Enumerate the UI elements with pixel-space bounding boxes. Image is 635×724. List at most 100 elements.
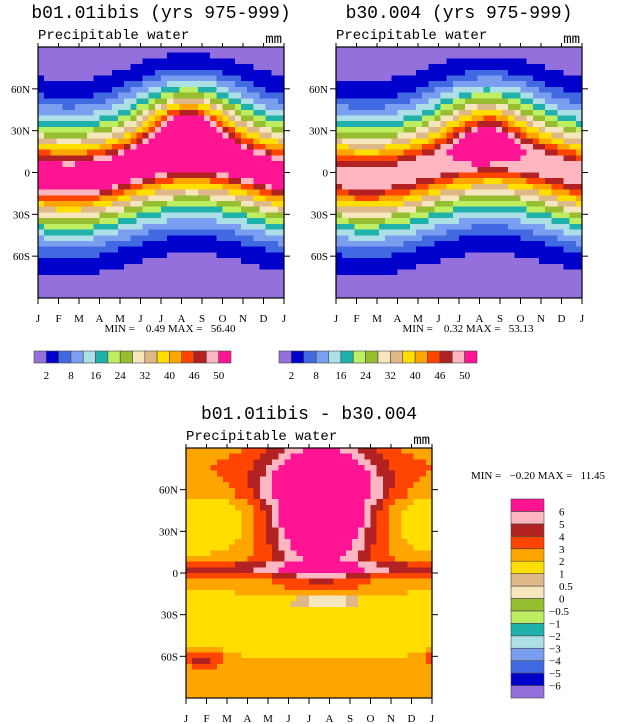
contour-cell (204, 470, 211, 477)
contour-cell (56, 286, 63, 293)
contour-cell (142, 178, 150, 185)
contour-cell (354, 258, 361, 265)
contour-cell (321, 675, 328, 682)
contour-cell (551, 286, 558, 293)
contour-cell (62, 109, 70, 116)
contour-cell (440, 104, 448, 111)
contour-cell (339, 618, 347, 625)
contour-cell (222, 132, 230, 139)
contour-cell (277, 240, 285, 248)
contour-cell (191, 201, 199, 208)
contour-cell (136, 263, 143, 270)
contour-cell (247, 578, 255, 585)
contour-cell (446, 218, 454, 225)
contour-cell (563, 201, 571, 208)
contour-cell (197, 183, 205, 191)
contour-cell (259, 263, 266, 270)
contour-cell (526, 155, 534, 162)
contour-cell (111, 218, 119, 225)
contour-cell (240, 58, 248, 65)
contour-cell (161, 75, 168, 82)
contour-cell (148, 229, 156, 236)
contour-cell (38, 86, 45, 94)
contour-cell (253, 189, 260, 196)
contour-cell (222, 601, 230, 608)
contour-cell (265, 235, 273, 242)
contour-cell (124, 218, 131, 225)
contour-cell (81, 143, 88, 151)
contour-cell (538, 132, 546, 139)
colorbar-box (365, 350, 379, 364)
contour-cell (575, 121, 583, 128)
contour-cell (545, 246, 552, 253)
contour-cell (440, 280, 448, 287)
contour-cell (136, 195, 143, 202)
contour-cell (235, 584, 242, 591)
contour-cell (235, 590, 242, 597)
contour-cell (272, 550, 279, 557)
contour-cell (197, 292, 205, 299)
contour-cell (520, 172, 528, 179)
contour-cell (538, 81, 546, 88)
contour-cell (321, 573, 328, 580)
contour-cell (545, 269, 552, 276)
contour-cell (364, 607, 371, 614)
contour-cell (538, 109, 546, 116)
contour-cell (222, 578, 230, 585)
contour-cell (452, 212, 460, 219)
contour-cell (74, 183, 82, 191)
contour-cell (81, 246, 88, 253)
contour-cell (179, 240, 186, 248)
contour-cell (229, 663, 236, 670)
contour-cell (99, 138, 107, 145)
contour-cell (259, 692, 267, 699)
contour-cell (348, 161, 355, 168)
contour-cell (191, 269, 199, 276)
contour-cell (428, 98, 435, 105)
contour-cell (284, 584, 291, 591)
contour-cell (352, 555, 359, 563)
contour-cell (173, 52, 180, 59)
contour-cell (228, 126, 236, 133)
contour-cell (198, 658, 205, 665)
contour-cell (385, 258, 392, 265)
contour-cell (38, 115, 45, 122)
contour-cell (278, 499, 285, 506)
contour-cell (253, 578, 261, 585)
contour-cell (247, 510, 255, 517)
contour-cell (302, 612, 310, 619)
contour-cell (502, 86, 509, 94)
contour-cell (379, 126, 386, 133)
contour-cell (186, 459, 193, 466)
contour-cell (508, 121, 515, 128)
contour-cell (210, 675, 218, 682)
contour-cell (563, 132, 571, 139)
contour-cell (74, 155, 82, 162)
contour-cell (105, 98, 113, 105)
contour-cell (136, 258, 143, 265)
contour-cell (81, 81, 88, 88)
contour-cell (372, 275, 380, 282)
contour-cell (391, 47, 398, 54)
contour-cell (197, 172, 205, 179)
contour-cell (489, 269, 497, 276)
contour-cell (483, 206, 491, 213)
contour-cell (489, 121, 497, 128)
contour-cell (197, 229, 205, 236)
contour-cell (563, 98, 571, 105)
contour-cell (446, 132, 454, 139)
contour-cell (514, 212, 521, 219)
contour-cell (333, 527, 341, 534)
contour-cell (167, 235, 174, 242)
contour-cell (222, 516, 230, 523)
contour-cell (345, 482, 353, 489)
contour-cell (452, 223, 460, 230)
contour-cell (296, 567, 304, 574)
contour-cell (136, 98, 143, 105)
contour-cell (167, 206, 174, 213)
contour-cell (210, 692, 218, 699)
contour-cell (167, 275, 174, 282)
contour-cell (345, 448, 353, 455)
contour-cell (167, 132, 174, 139)
